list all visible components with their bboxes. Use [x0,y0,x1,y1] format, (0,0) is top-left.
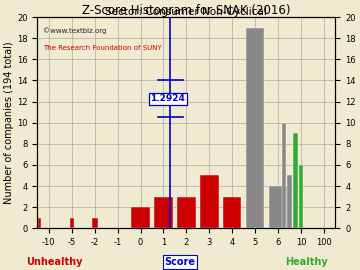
Text: ©www.textbiz.org: ©www.textbiz.org [43,28,107,34]
Bar [177,197,195,228]
Bar [293,133,298,228]
Text: Unhealthy: Unhealthy [26,257,82,267]
Bar [200,176,219,228]
Bar [269,186,287,228]
Bar [70,218,73,228]
Title: Z-Score Histogram for SNAK (2016): Z-Score Histogram for SNAK (2016) [82,4,291,17]
Bar [154,197,173,228]
Bar [39,218,41,228]
Bar [246,28,264,228]
Bar [91,218,98,228]
Y-axis label: Number of companies (194 total): Number of companies (194 total) [4,41,14,204]
Bar [131,207,150,228]
Text: Healthy: Healthy [285,257,327,267]
Text: The Research Foundation of SUNY: The Research Foundation of SUNY [43,45,162,50]
Text: 1.2924: 1.2924 [150,94,185,103]
Bar [223,197,242,228]
Text: Sector: Consumer Non-Cyclical: Sector: Consumer Non-Cyclical [105,7,267,17]
Bar [299,165,303,228]
Text: Score: Score [165,257,195,267]
Bar [287,176,292,228]
Bar [282,123,286,228]
